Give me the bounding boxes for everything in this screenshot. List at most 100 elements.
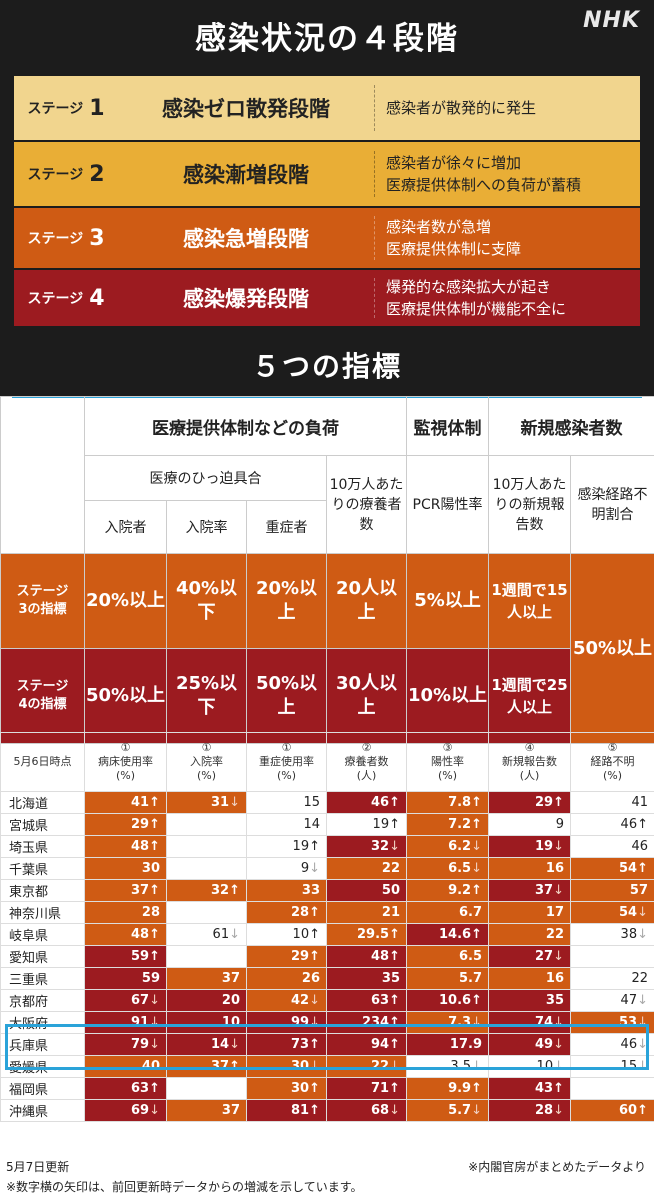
data-cell: 22 [570,967,654,990]
up-arrow-icon: ↑ [471,927,482,942]
arrow-note: ※数字横の矢印は、前回更新時データからの増減を示しています。 [6,1180,363,1194]
down-arrow-icon: ↓ [309,1015,320,1030]
down-arrow-icon: ↓ [637,1059,648,1074]
down-arrow-icon: ↓ [229,795,240,810]
table-row: 兵庫県 79↓ 14↓ 73↑ 94↑ 17.9 49↓ 46↓ [0,1033,654,1056]
down-arrow-icon: ↓ [553,1059,564,1074]
prefecture-name: 岐阜県 [0,923,85,946]
down-arrow-icon: ↓ [553,1103,564,1118]
data-cell: 79↓ [84,1033,167,1056]
up-arrow-icon: ↑ [389,927,400,942]
data-cell: 29↑ [488,791,571,814]
stage4-label: ステージ 4の指標 [0,648,85,744]
up-arrow-icon: ↑ [471,795,482,810]
data-cell: 10.6↑ [406,989,489,1012]
down-arrow-icon: ↓ [229,1037,240,1052]
data-cell: 22 [326,857,407,880]
prefecture-name: 愛知県 [0,945,85,968]
date-label: 5月6日時点 [0,732,85,792]
table-row: 埼玉県 48↑ 19↑ 32↓ 6.2↓ 19↓ 46 [0,835,654,858]
data-cell: 17.9 [406,1033,489,1056]
table-row: 北海道 41↑ 31↓ 15 46↑ 7.8↑ 29↑ 41 [0,791,654,814]
up-arrow-icon: ↑ [229,1059,240,1074]
threshold-cell: 10%以上 [406,648,489,744]
up-arrow-icon: ↑ [471,993,482,1008]
divider [374,216,375,260]
stage-number: 1 [89,95,105,121]
data-cell: 37↓ [488,879,571,902]
data-col-header: ① 入院率 (%) [166,732,247,792]
data-cell: 5.7↓ [406,1099,489,1122]
data-cell: 59 [84,967,167,990]
stage-list: ステージ 1 感染ゼロ散発段階 感染者が散発的に発生 ステージ 2 感染漸増段階 感… [0,70,654,398]
data-cell: 26 [246,967,327,990]
stage-name: 感染爆発段階 [183,287,309,311]
up-arrow-icon: ↑ [389,817,400,832]
data-cell: 60↑ [570,1099,654,1122]
up-arrow-icon: ↑ [149,927,160,942]
nhk-logo: NHK [583,8,640,33]
data-cell: 46 [570,835,654,858]
data-cell: 14 [246,813,327,836]
data-cell: 28 [84,901,167,924]
up-arrow-icon: ↑ [389,1015,400,1030]
data-cell: 99↓ [246,1011,327,1034]
unknown-threshold: 50%以上 [570,553,654,744]
data-cell: 22↓ [326,1055,407,1078]
down-arrow-icon: ↓ [553,839,564,854]
indicators-header: ５つの指標 [0,332,654,396]
prefecture-name: 北海道 [0,791,85,814]
data-cell: 19↑ [326,813,407,836]
data-cell: 9.2↑ [406,879,489,902]
data-cell: 81↑ [246,1099,327,1122]
data-cell: 29↑ [246,945,327,968]
up-arrow-icon: ↑ [149,817,160,832]
col-unknown-route: 感染経路不明割合 [570,455,654,554]
table-row: 宮城県 29↑ 14 19↑ 7.2↑ 9 46↑ [0,813,654,836]
divider [374,84,375,132]
data-cell: 71↑ [326,1077,407,1100]
col-new-per-100k: 10万人あたりの新規報告数 [488,455,571,554]
prefecture-name: 神奈川県 [0,901,85,924]
data-cell [166,1077,247,1100]
data-cell: 63↑ [84,1077,167,1100]
up-arrow-icon: ↑ [389,949,400,964]
data-cell: 68↓ [326,1099,407,1122]
threshold-cell: 50%以上 [84,648,167,744]
prefecture-name: 兵庫県 [0,1033,85,1056]
data-cell: 30↓ [246,1055,327,1078]
stage-row-4: ステージ 4 感染爆発段階 爆発的な感染拡大が起き 医療提供体制が機能不全に [14,270,640,326]
group-new-cases: 新規感染者数 [488,396,654,456]
down-arrow-icon: ↓ [229,927,240,942]
down-arrow-icon: ↓ [553,1037,564,1052]
col-patients-per-100k: 10万人あたりの療養者数 [326,455,407,554]
threshold-cell: 20%以上 [246,553,327,649]
data-cell [166,835,247,858]
threshold-cell: 1週間で15人以上 [488,553,571,649]
up-arrow-icon: ↑ [309,1103,320,1118]
up-arrow-icon: ↑ [389,1037,400,1052]
table-row: 東京都 37↑ 32↑ 33 50 9.2↑ 37↓ 57 [0,879,654,902]
prefecture-data-table: 5月6日時点 ① 病床使用率 (%) ① 入院率 (%) ① 重症使用率 (%) ② 療養者数 (人)… [0,732,654,1122]
up-arrow-icon: ↑ [309,1081,320,1096]
data-cell: 53↓ [570,1011,654,1034]
data-cell: 16 [488,967,571,990]
table-row: 三重県 59 37 26 35 5.7 16 22 [0,967,654,990]
stage-label: ステージ [27,231,84,247]
prefecture-name: 沖縄県 [0,1099,85,1122]
data-cell: 14↓ [166,1033,247,1056]
data-cell: 35 [326,967,407,990]
data-cell: 74↓ [488,1011,571,1034]
data-cell: 7.8↑ [406,791,489,814]
data-cell: 57 [570,879,654,902]
updated-date: 5月7日更新 [6,1160,70,1174]
data-cell: 41 [570,791,654,814]
stage-desc: 感染者が徐々に増加 医療提供体制への負荷が蓄積 [386,154,582,194]
table-row: 愛媛県 40 37↑ 30↓ 22↓ 3.5↓ 10↓ 15↓ [0,1055,654,1078]
up-arrow-icon: ↑ [309,949,320,964]
data-cell: 42↓ [246,989,327,1012]
data-cell: 30 [84,857,167,880]
up-arrow-icon: ↑ [309,1037,320,1052]
data-cell: 9 [488,813,571,836]
down-arrow-icon: ↓ [471,1059,482,1074]
